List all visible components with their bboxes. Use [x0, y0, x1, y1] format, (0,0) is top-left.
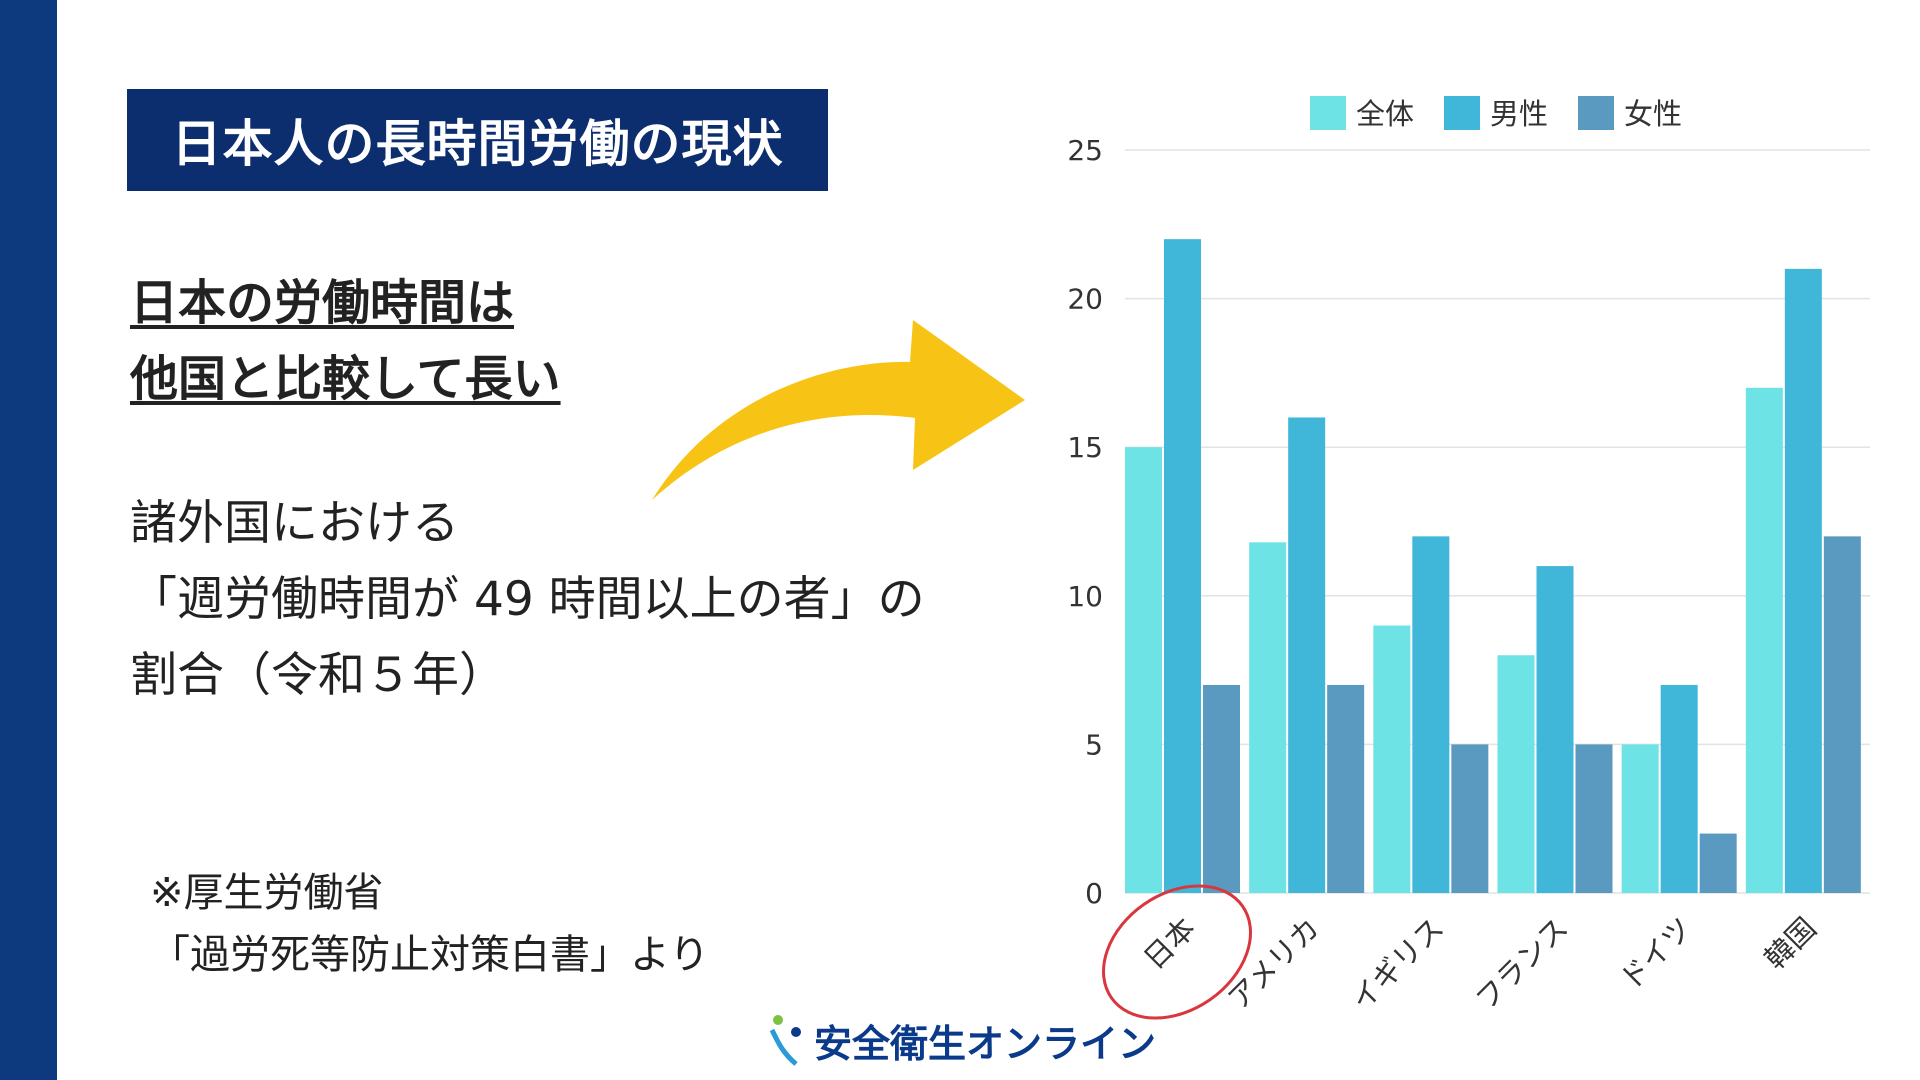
x-tick-label: アメリカ: [1221, 911, 1326, 1016]
bar-全体: [1373, 625, 1411, 893]
x-tick-label: ドイツ: [1613, 911, 1699, 997]
bar-男性: [1412, 536, 1450, 893]
bar-女性: [1203, 684, 1240, 893]
bar-男性: [1784, 268, 1822, 893]
bar-男性: [1660, 684, 1698, 893]
bar-全体: [1497, 655, 1535, 893]
y-tick-label: 20: [1067, 283, 1103, 316]
legend-label: 男性: [1490, 97, 1548, 131]
x-tick-label: 韓国: [1758, 911, 1823, 976]
y-tick-label: 25: [1067, 134, 1103, 167]
description: 諸外国における 「週労働時間が 49 時間以上の者」の 割合（令和５年）: [130, 486, 925, 714]
highlight-circle: [1102, 884, 1252, 1020]
headline-line: 他国と比較して長い: [130, 351, 561, 407]
bar-女性: [1575, 744, 1613, 893]
y-tick-label: 15: [1067, 431, 1103, 464]
headline-line: 日本の労働時間は: [130, 275, 515, 331]
x-tick-label: 日本: [1137, 911, 1202, 976]
legend-label: 全体: [1356, 97, 1414, 131]
bar-女性: [1327, 684, 1365, 893]
bar-女性: [1823, 536, 1861, 893]
bar-全体: [1621, 744, 1659, 893]
bar-女性: [1451, 744, 1489, 893]
page-title: 日本人の長時間労働の現状: [127, 89, 828, 191]
bar-全体: [1125, 447, 1162, 893]
logo: 安全衛生オンライン: [768, 1012, 1156, 1068]
bar-男性: [1164, 239, 1201, 893]
source-note: ※厚生労働省 「過労死等防止対策白書」より: [150, 862, 709, 986]
source-line: ※厚生労働省: [150, 870, 384, 916]
logo-text: 安全衛生オンライン: [814, 1021, 1157, 1066]
description-line: 諸外国における: [130, 496, 459, 551]
legend-swatch: [1310, 96, 1346, 130]
legend-swatch: [1578, 96, 1614, 130]
bar-女性: [1699, 833, 1737, 893]
legend-swatch: [1444, 96, 1480, 130]
logo-figure-icon: [769, 1015, 801, 1066]
description-line: 「週労働時間が 49 時間以上の者」の: [130, 572, 925, 627]
y-tick-label: 5: [1085, 728, 1103, 761]
source-line: 「過労死等防止対策白書」より: [150, 932, 710, 978]
bar-男性: [1288, 417, 1326, 893]
description-line: 割合（令和５年）: [130, 648, 506, 703]
bar-男性: [1536, 566, 1574, 893]
y-tick-label: 10: [1067, 580, 1103, 613]
y-tick-label: 0: [1085, 877, 1103, 910]
legend-label: 女性: [1624, 97, 1682, 131]
bar-全体: [1745, 387, 1783, 893]
x-tick-label: フランス: [1469, 911, 1575, 1017]
x-tick-label: イギリス: [1344, 911, 1450, 1017]
headline: 日本の労働時間は 他国と比較して長い: [130, 265, 561, 417]
sidebar-accent: [0, 0, 57, 1080]
arrow-icon: [652, 320, 1025, 500]
bar-全体: [1249, 542, 1287, 893]
